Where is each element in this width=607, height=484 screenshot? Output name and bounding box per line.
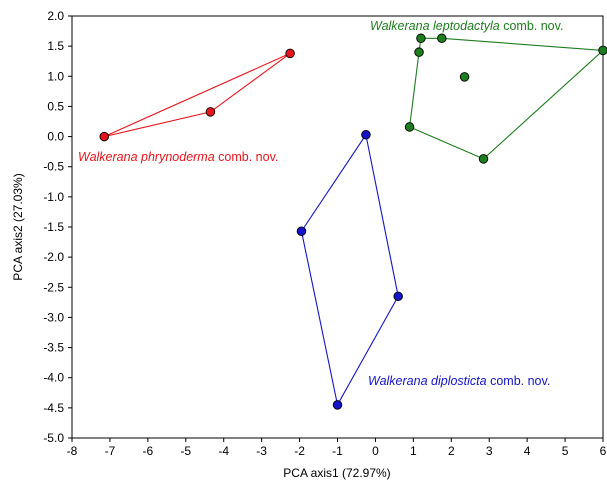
x-tick-label: 1 — [410, 444, 417, 458]
y-tick-label: 0.0 — [47, 130, 64, 144]
y-axis-title: PCA axis2 (27.03%) — [11, 173, 25, 280]
point-diplosticta — [296, 226, 307, 236]
x-tick-label: 3 — [486, 444, 493, 458]
y-tick-label: 1.5 — [47, 39, 64, 53]
group-label-species-name: phrynoderma — [140, 150, 215, 164]
point-phrynoderma — [99, 131, 109, 142]
point-diplosticta — [361, 130, 371, 140]
points-layer — [99, 33, 607, 410]
point-diplosticta — [393, 291, 403, 302]
y-tick-label: 0.5 — [47, 99, 64, 113]
y-tick-label: -2.0 — [43, 250, 64, 264]
x-tick-label: -1 — [332, 444, 343, 458]
group-label-leptodactyla: Walkerana leptodactyla comb. nov. — [370, 19, 563, 33]
y-tick-label: 1.0 — [47, 69, 64, 83]
x-axis-title: PCA axis1 (72.97%) — [283, 466, 390, 480]
y-tick-label: -3.0 — [43, 310, 64, 324]
x-tick-label: 2 — [448, 444, 455, 458]
x-tick-label: -3 — [256, 444, 267, 458]
x-tick-label: -4 — [218, 444, 229, 458]
y-tick-label: -0.5 — [43, 160, 64, 174]
x-tick-label: 5 — [562, 444, 569, 458]
hull-diplosticta — [300, 133, 399, 407]
y-tick-label: -1.5 — [43, 220, 64, 234]
point-leptodactyla — [478, 154, 489, 164]
group-label-suffix: comb. nov. — [490, 374, 550, 388]
group-label-species-name: diplosticta — [431, 374, 487, 388]
group-label-diplosticta: Walkerana diplosticta comb. nov. — [368, 374, 550, 388]
x-tick-label: -5 — [180, 444, 191, 458]
x-tick-label: -7 — [105, 444, 116, 458]
group-label-suffix: comb. nov. — [218, 150, 278, 164]
point-leptodactyla — [598, 45, 607, 56]
group-label-genus: Walkerana — [370, 19, 430, 33]
y-tick-label: -1.0 — [43, 190, 64, 204]
y-tick-label: 2.0 — [47, 9, 64, 23]
y-tick-label: -4.5 — [43, 401, 64, 415]
x-tick-label: 6 — [600, 444, 607, 458]
group-label-suffix: comb. nov. — [503, 19, 563, 33]
hull-phrynoderma — [103, 52, 291, 138]
hull-layer — [103, 37, 605, 407]
y-tick-label: -4.0 — [43, 371, 64, 385]
point-leptodactyla — [437, 33, 447, 44]
x-axis: -8 -7 -6 -5 -4 -3 -2 -1 0 1 2 3 4 5 6 — [67, 438, 607, 458]
point-leptodactyla — [414, 47, 424, 57]
x-tick-label: 4 — [524, 444, 531, 458]
point-phrynoderma — [285, 48, 295, 59]
hull-leptodactyla — [409, 37, 605, 160]
y-tick-label: -3.5 — [43, 341, 64, 355]
x-tick-label: 0 — [372, 444, 379, 458]
x-tick-label: -8 — [67, 444, 78, 458]
y-tick-label: -2.5 — [43, 280, 64, 294]
point-phrynoderma — [205, 107, 216, 117]
point-leptodactyla — [404, 122, 415, 132]
group-label-genus: Walkerana — [368, 374, 428, 388]
point-leptodactyla — [416, 33, 426, 44]
x-tick-label: -6 — [143, 444, 154, 458]
group-label-genus: Walkerana — [78, 150, 138, 164]
y-tick-label: -5.0 — [43, 431, 64, 445]
y-axis: 2.0 1.5 1.0 0.5 0.0 -0.5 -1.0 -1.5 -2.0 -2.5 -3.0 -… — [43, 9, 72, 445]
group-label-phrynoderma: Walkerana phrynoderma comb. nov. — [78, 150, 278, 164]
point-leptodactyla — [459, 72, 470, 82]
x-tick-label: -2 — [294, 444, 305, 458]
point-diplosticta — [332, 400, 343, 410]
group-label-species-name: leptodactyla — [433, 19, 500, 33]
